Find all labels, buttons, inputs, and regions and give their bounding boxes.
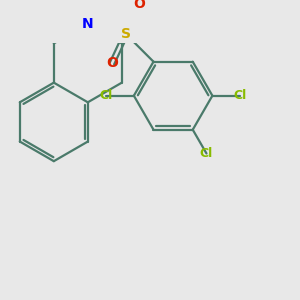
Text: O: O	[134, 0, 146, 11]
Text: O: O	[106, 56, 118, 70]
Text: Cl: Cl	[200, 147, 213, 160]
Text: Cl: Cl	[100, 89, 113, 102]
Text: S: S	[121, 27, 131, 41]
Text: Cl: Cl	[233, 89, 247, 102]
Text: N: N	[82, 17, 94, 31]
